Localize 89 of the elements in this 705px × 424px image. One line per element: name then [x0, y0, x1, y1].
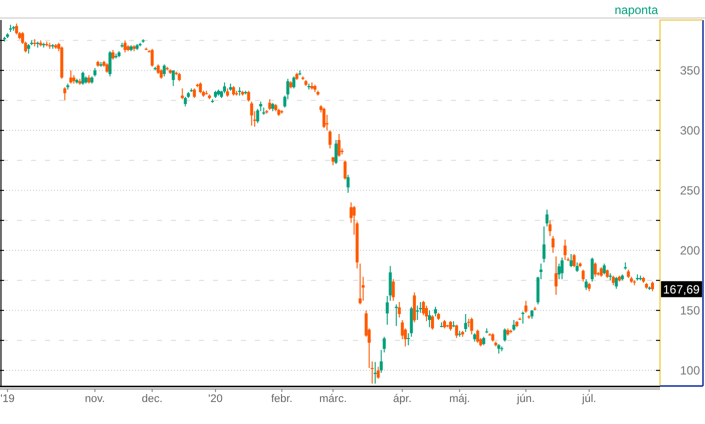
candlestick — [594, 262, 597, 278]
chart-subtitle: naponta — [614, 3, 658, 17]
x-tick-label: '20 — [208, 393, 223, 405]
candlestick — [590, 257, 594, 282]
candlestick — [346, 174, 350, 194]
candlestick — [570, 254, 573, 268]
candlestick — [292, 76, 296, 89]
candlestick — [81, 71, 84, 86]
candlestick — [160, 68, 163, 80]
candlestick — [430, 314, 434, 330]
candlestick — [560, 257, 564, 280]
candlestick — [382, 336, 386, 353]
candlestick — [15, 23, 18, 35]
candlestick — [546, 209, 549, 227]
candlestick — [524, 300, 528, 314]
candlestick — [388, 266, 392, 302]
y-tick-label: 200 — [680, 243, 700, 258]
y-tick-label: 150 — [680, 303, 700, 318]
candlestick — [192, 88, 196, 98]
candlestick — [162, 64, 166, 77]
candlestick — [455, 324, 458, 338]
y-tick-label: 100 — [680, 363, 700, 378]
candlestick — [180, 88, 184, 100]
candlestick — [576, 262, 579, 272]
x-tick-label: júl. — [581, 393, 596, 405]
candlestick — [582, 269, 585, 282]
candlestick — [503, 328, 506, 342]
x-tick-label: ápr. — [393, 393, 412, 405]
candlestick — [250, 101, 254, 126]
x-tick-label: febr. — [271, 393, 292, 405]
candlestick — [614, 276, 618, 290]
candlestick — [470, 317, 474, 335]
candlestick — [223, 82, 226, 94]
candlestick — [428, 310, 431, 328]
candlestick — [124, 40, 127, 53]
x-tick-label: márc. — [319, 393, 347, 405]
candlestick — [552, 236, 555, 254]
candlestick — [572, 254, 576, 268]
candlestick — [542, 226, 546, 263]
y-tick-label: 300 — [680, 123, 700, 138]
candlestick — [612, 275, 615, 286]
candlestick — [554, 256, 558, 296]
candlestick — [322, 107, 326, 128]
candlestick — [398, 302, 401, 318]
candlestick — [424, 305, 428, 322]
candlestick — [406, 332, 410, 346]
candlestick — [247, 90, 250, 102]
candlestick — [512, 320, 516, 332]
candlestick — [328, 130, 332, 149]
candlestick — [105, 62, 108, 74]
candlestick — [392, 278, 395, 302]
candlestick — [69, 70, 72, 84]
candlestick — [334, 140, 338, 164]
candlestick — [370, 360, 374, 384]
candlestick — [27, 44, 30, 54]
candlestick — [380, 350, 383, 374]
candlestick — [376, 366, 380, 380]
candlestick — [464, 314, 468, 332]
candlestick — [358, 263, 362, 305]
annotation: 167,69 — [663, 282, 700, 297]
candlestick — [564, 239, 567, 260]
candlestick — [497, 344, 500, 354]
x-tick-label: jún. — [516, 393, 535, 405]
candlestick — [184, 96, 187, 107]
candlestick — [268, 98, 272, 110]
candlestick — [172, 70, 175, 86]
candlestick — [584, 278, 588, 290]
y-tick-label: 250 — [680, 183, 700, 198]
x-tick-label: nov. — [84, 393, 105, 405]
candlestick — [386, 296, 389, 326]
candlestick — [338, 134, 341, 158]
candlestick — [112, 50, 115, 60]
candlestick — [63, 86, 66, 101]
candlestick — [548, 220, 552, 236]
candlestick — [150, 48, 154, 68]
candlestick — [232, 86, 236, 96]
x-tick-label: '19 — [0, 393, 15, 405]
x-tick-label: dec. — [142, 393, 163, 405]
candlestick — [650, 281, 654, 292]
candlestick — [476, 329, 480, 344]
candlestick — [600, 266, 603, 278]
x-tick-label: máj. — [449, 393, 470, 405]
candlestick — [602, 263, 606, 275]
candlestick — [108, 50, 112, 77]
candlestick — [198, 82, 202, 94]
candlestick — [449, 320, 452, 332]
candlestick — [344, 160, 347, 180]
y-tick-label: 350 — [680, 63, 700, 78]
candlestick — [434, 306, 437, 317]
